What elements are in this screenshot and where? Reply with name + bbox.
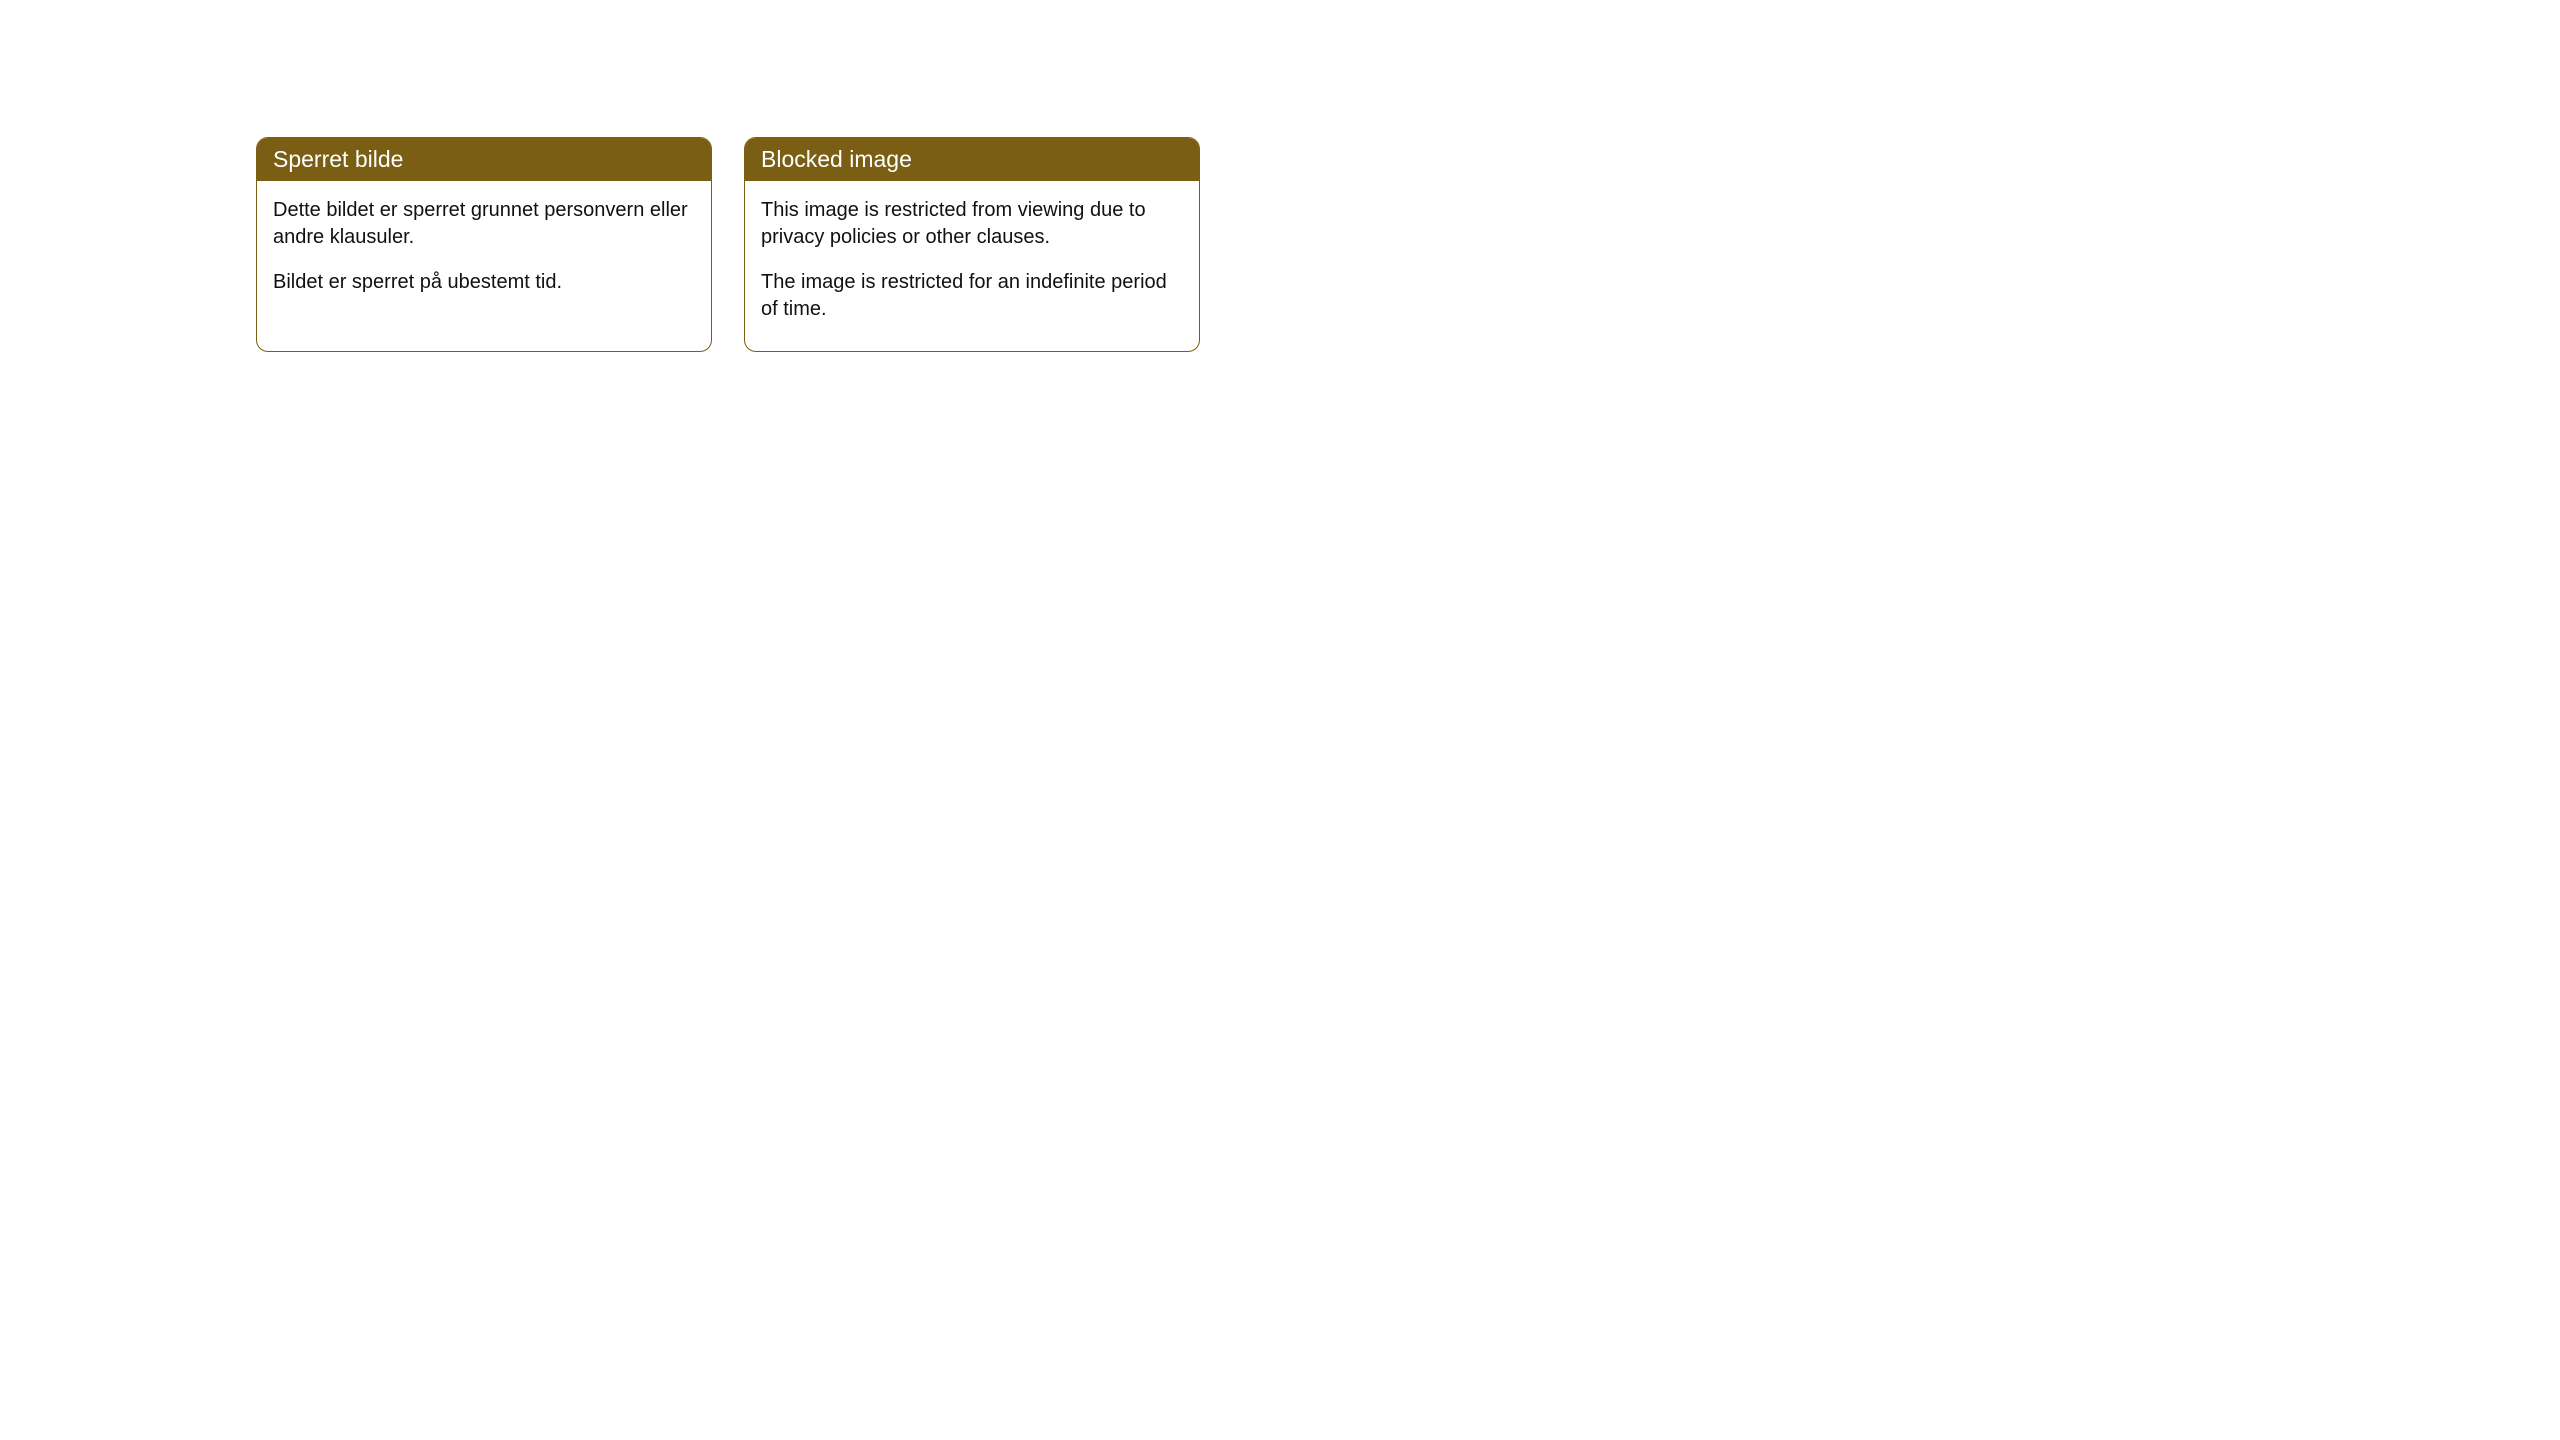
- notice-card-english: Blocked image This image is restricted f…: [744, 137, 1200, 352]
- card-body-english: This image is restricted from viewing du…: [745, 181, 1199, 351]
- notice-card-norwegian: Sperret bilde Dette bildet er sperret gr…: [256, 137, 712, 352]
- card-text: Bildet er sperret på ubestemt tid.: [273, 269, 695, 296]
- card-header-english: Blocked image: [745, 138, 1199, 181]
- card-text: Dette bildet er sperret grunnet personve…: [273, 197, 695, 251]
- card-text: This image is restricted from viewing du…: [761, 197, 1183, 251]
- card-text: The image is restricted for an indefinit…: [761, 269, 1183, 323]
- card-body-norwegian: Dette bildet er sperret grunnet personve…: [257, 181, 711, 324]
- notice-container: Sperret bilde Dette bildet er sperret gr…: [0, 0, 2560, 352]
- card-header-norwegian: Sperret bilde: [257, 138, 711, 181]
